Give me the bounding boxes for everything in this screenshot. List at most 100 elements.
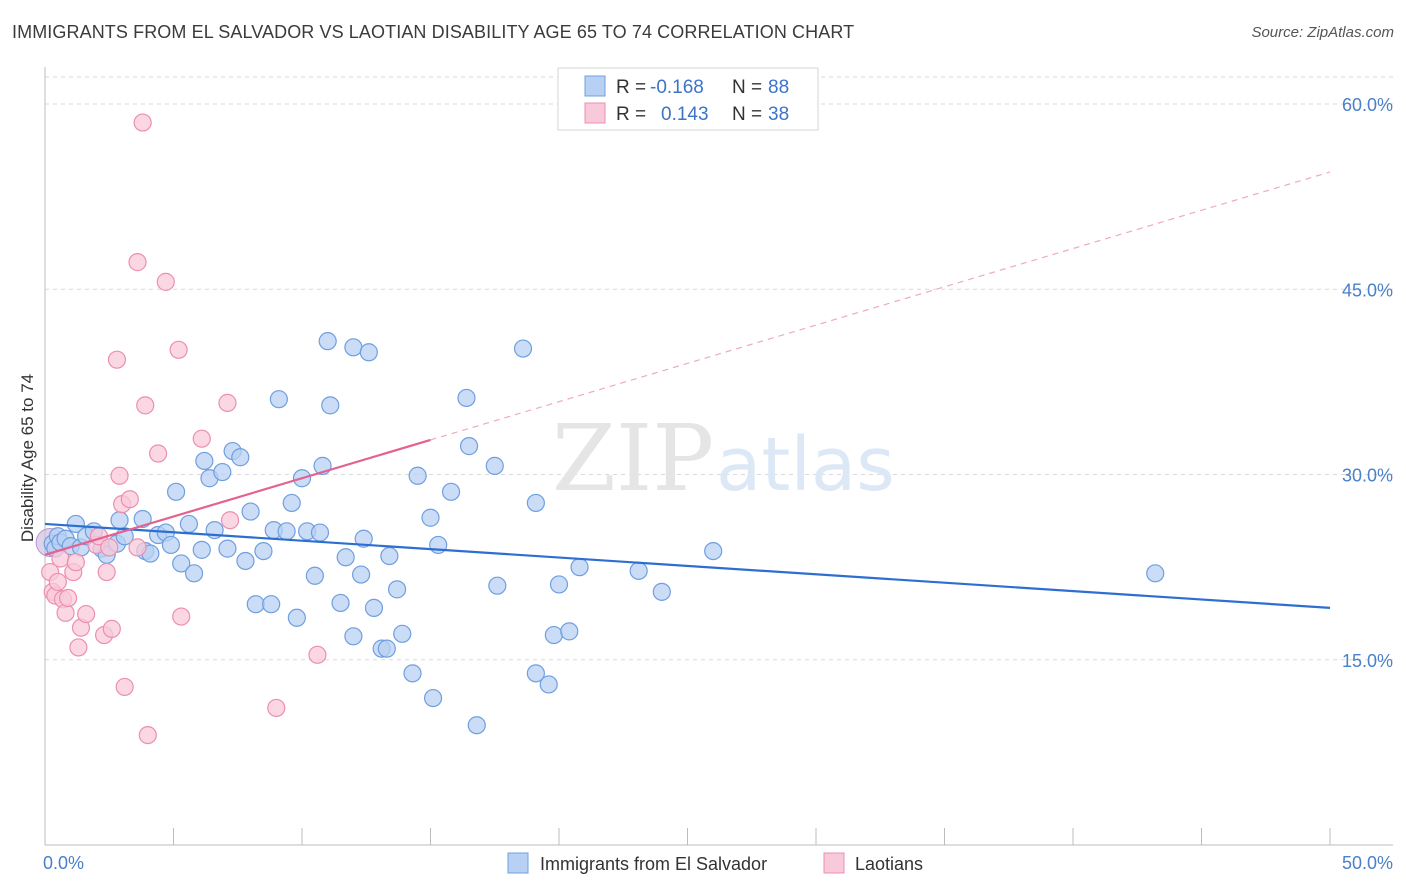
data-point-el-salvador bbox=[704, 541, 723, 561]
data-point-el-salvador bbox=[184, 564, 204, 583]
data-point-el-salvador bbox=[549, 575, 569, 594]
y-tick-label: 60.0% bbox=[1342, 95, 1393, 115]
data-point-laotians bbox=[218, 393, 237, 412]
data-point-el-salvador bbox=[277, 522, 296, 541]
series-legend: Immigrants from El Salvador Laotians bbox=[507, 852, 923, 874]
legend-r-value-laotians: 0.143 bbox=[661, 104, 709, 125]
y-tick-labels: 15.0% 30.0% 45.0% 60.0% bbox=[1342, 95, 1393, 671]
data-point-laotians bbox=[59, 588, 78, 608]
data-point-laotians bbox=[100, 538, 119, 557]
data-point-el-salvador bbox=[172, 554, 191, 573]
data-point-el-salvador bbox=[652, 582, 671, 601]
data-point-el-salvador bbox=[387, 580, 407, 599]
data-point-el-salvador bbox=[441, 482, 461, 501]
data-point-el-salvador bbox=[359, 343, 378, 362]
data-point-el-salvador bbox=[423, 688, 443, 708]
data-point-el-salvador bbox=[282, 493, 301, 513]
data-point-el-salvador bbox=[66, 514, 85, 534]
data-point-laotians bbox=[148, 444, 168, 463]
data-point-el-salvador bbox=[352, 565, 371, 584]
data-point-el-salvador bbox=[570, 558, 589, 577]
data-point-el-salvador bbox=[513, 339, 533, 358]
data-point-el-salvador bbox=[321, 396, 340, 415]
data-point-el-salvador bbox=[310, 523, 330, 542]
data-point-laotians bbox=[192, 429, 211, 448]
legend-swatch-el-salvador bbox=[584, 75, 606, 97]
data-point-laotians bbox=[220, 511, 240, 530]
y-tick-label: 15.0% bbox=[1342, 651, 1393, 671]
bottom-legend-label-laotians: Laotians bbox=[855, 854, 923, 874]
correlation-legend: R = -0.168 N = 88 R = 0.143 N = 38 bbox=[557, 67, 819, 131]
legend-n-label: N = bbox=[732, 104, 762, 125]
data-point-el-salvador bbox=[218, 539, 237, 558]
legend-swatch-laotians bbox=[584, 102, 606, 124]
bottom-legend-swatch-el-salvador bbox=[507, 852, 529, 874]
data-point-el-salvador bbox=[344, 627, 363, 646]
data-point-el-salvador bbox=[485, 456, 504, 475]
data-point-laotians bbox=[120, 490, 139, 509]
legend-n-label: N = bbox=[732, 77, 762, 98]
data-point-el-salvador bbox=[213, 462, 232, 482]
data-point-laotians bbox=[102, 619, 121, 638]
data-point-laotians bbox=[308, 645, 327, 664]
data-point-laotians bbox=[69, 638, 88, 657]
bottom-legend-swatch-laotians bbox=[823, 852, 845, 874]
trend-line-laotians bbox=[44, 438, 431, 556]
data-point-el-salvador bbox=[179, 514, 199, 534]
data-point-laotians bbox=[115, 677, 134, 697]
trend-line-extension-laotians bbox=[430, 171, 1331, 441]
bottom-legend-label-el-salvador: Immigrants from El Salvador bbox=[540, 854, 767, 874]
source-label: Source: ZipAtlas.com bbox=[1251, 24, 1394, 41]
legend-r-value-el-salvador: -0.168 bbox=[650, 77, 704, 98]
data-point-el-salvador bbox=[354, 529, 373, 548]
data-point-el-salvador bbox=[421, 508, 440, 527]
data-point-el-salvador bbox=[629, 561, 648, 580]
data-point-laotians bbox=[156, 272, 175, 291]
data-point-el-salvador bbox=[133, 509, 152, 529]
x-tick-label: 50.0% bbox=[1342, 853, 1393, 873]
data-point-el-salvador bbox=[166, 482, 186, 501]
data-point-el-salvador bbox=[488, 576, 507, 595]
data-point-el-salvador bbox=[161, 535, 181, 555]
data-point-el-salvador bbox=[110, 511, 129, 530]
data-point-el-salvador bbox=[336, 548, 355, 567]
trend-line-el-salvador bbox=[44, 522, 1331, 609]
data-point-el-salvador bbox=[560, 622, 579, 641]
data-point-laotians bbox=[128, 538, 147, 557]
data-point-el-salvador bbox=[457, 388, 476, 408]
data-point-el-salvador bbox=[287, 608, 306, 627]
watermark-atlas: atlas bbox=[716, 422, 895, 508]
legend-n-value-laotians: 38 bbox=[768, 104, 789, 125]
chart-title: IMMIGRANTS FROM EL SALVADOR VS LAOTIAN D… bbox=[12, 22, 855, 42]
data-point-el-salvador bbox=[544, 625, 563, 645]
y-tick-label: 30.0% bbox=[1342, 466, 1393, 486]
axes bbox=[44, 67, 1393, 846]
data-point-el-salvador bbox=[254, 541, 273, 561]
data-points bbox=[35, 113, 1165, 745]
data-point-laotians bbox=[77, 604, 96, 624]
gridlines bbox=[45, 76, 1393, 661]
data-point-laotians bbox=[48, 572, 67, 592]
data-point-laotians bbox=[172, 607, 191, 626]
data-point-el-salvador bbox=[241, 502, 260, 521]
data-point-el-salvador bbox=[467, 716, 486, 735]
data-point-laotians bbox=[110, 466, 129, 485]
data-point-el-salvador bbox=[269, 390, 288, 409]
data-point-el-salvador bbox=[539, 675, 558, 694]
data-point-laotians bbox=[133, 113, 152, 132]
data-point-el-salvador bbox=[526, 493, 545, 513]
legend-r-label: R = bbox=[616, 104, 646, 125]
data-point-el-salvador bbox=[331, 593, 350, 613]
legend-r-label: R = bbox=[616, 77, 646, 98]
data-point-laotians bbox=[66, 553, 85, 572]
data-point-el-salvador bbox=[246, 595, 265, 614]
data-point-el-salvador bbox=[236, 551, 255, 571]
data-point-laotians bbox=[128, 253, 147, 272]
data-point-laotians bbox=[169, 340, 188, 359]
data-point-el-salvador bbox=[526, 664, 545, 683]
y-axis-title: Disability Age 65 to 74 bbox=[18, 374, 37, 542]
data-point-el-salvador bbox=[1146, 564, 1165, 583]
data-point-el-salvador bbox=[262, 595, 281, 614]
y-tick-label: 45.0% bbox=[1342, 280, 1393, 300]
